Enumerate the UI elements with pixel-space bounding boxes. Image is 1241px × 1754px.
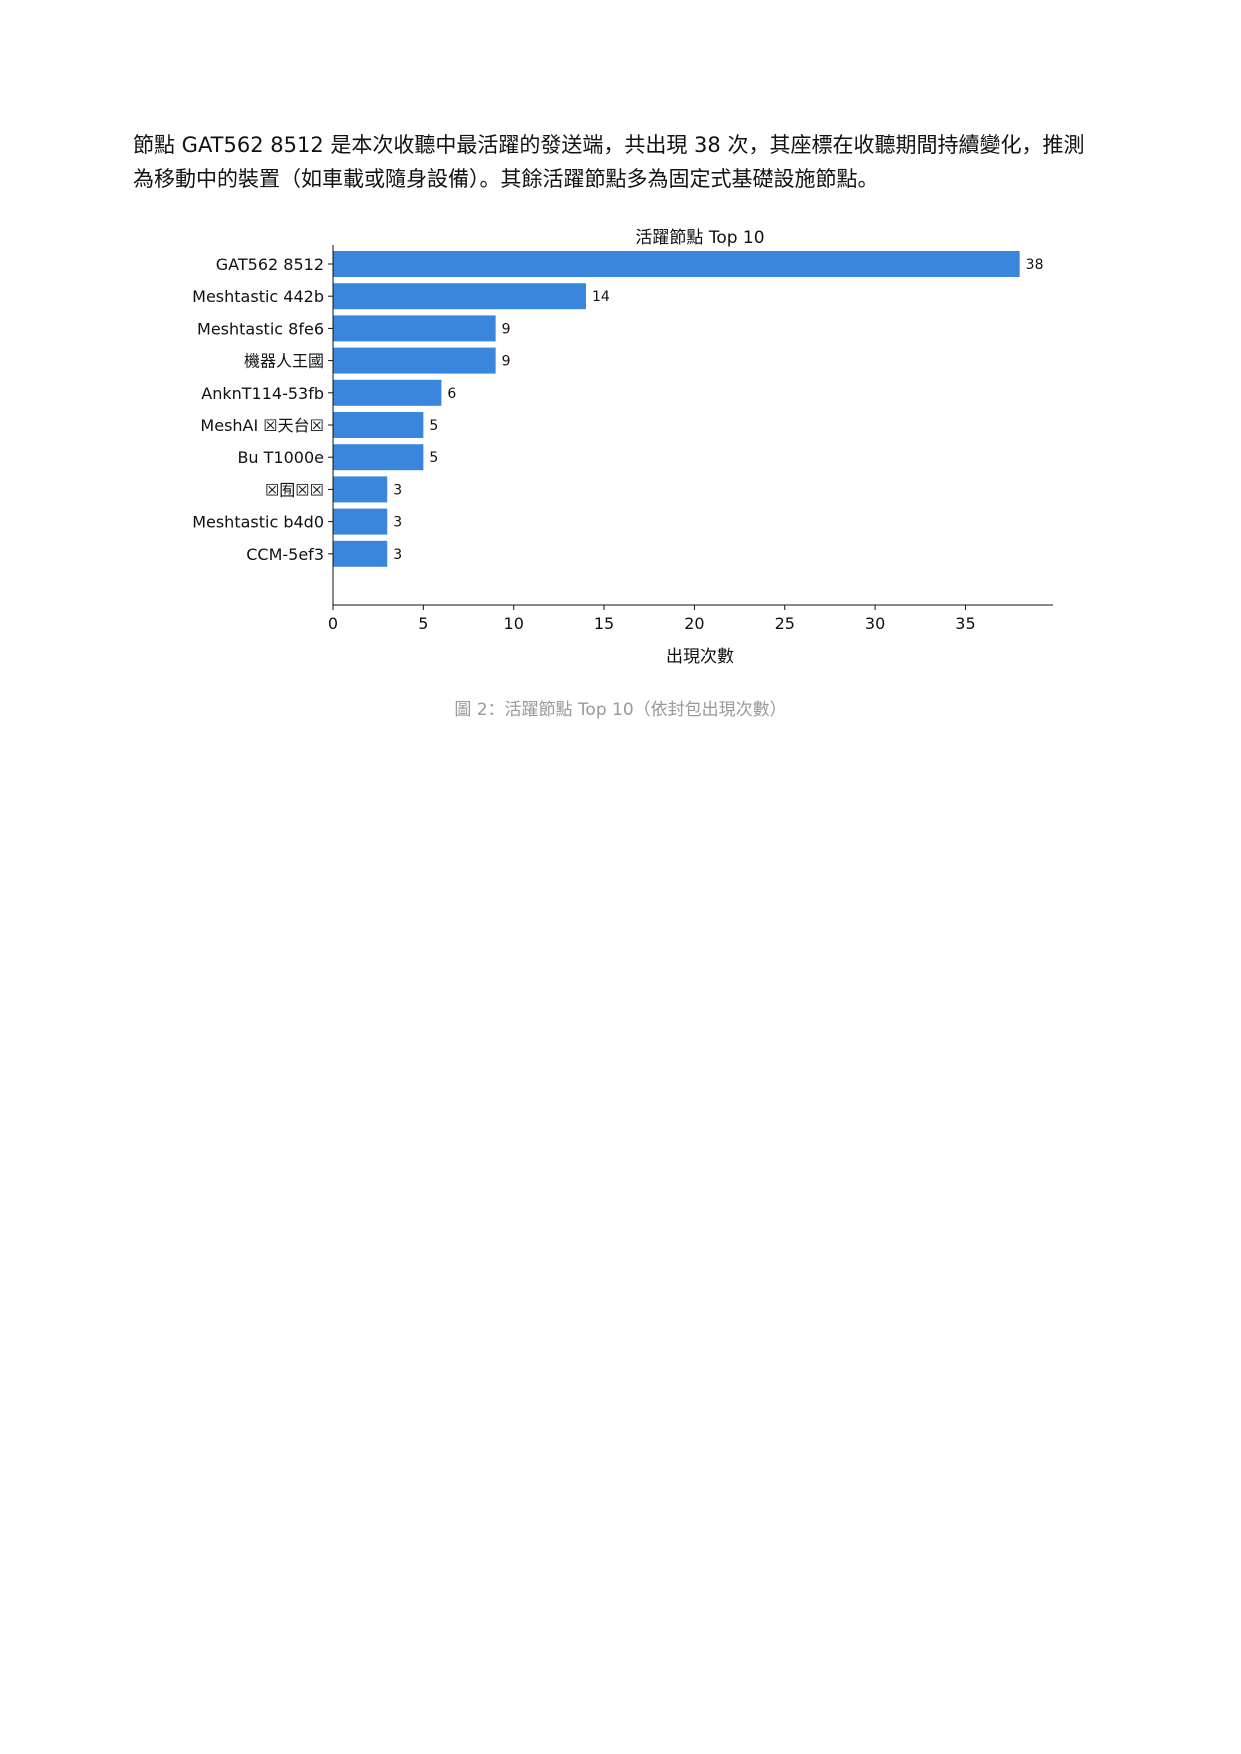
- figure-caption: 圖 2：活躍節點 Top 10（依封包出現次數）: [454, 700, 787, 720]
- x-axis-label: 出現次數: [666, 647, 734, 667]
- bar: [333, 412, 424, 438]
- bar: [333, 251, 1020, 277]
- bar-chart-figure: 活躍節點 Top 10 38 14 9 9 6 5 5 3 3 3 GAT562 8512 Mesh…: [170, 225, 1080, 685]
- bar-value-label: 3: [393, 547, 402, 563]
- bar-value-label: 3: [393, 515, 402, 531]
- bar: [333, 315, 496, 342]
- y-tick-label: CCM-5ef3: [246, 545, 324, 564]
- bar: [333, 444, 424, 471]
- x-tick-label: 25: [775, 614, 795, 633]
- bar: [333, 283, 586, 310]
- y-tick-label: 機器人王國: [244, 352, 324, 371]
- y-tick-label: ☒囿☒☒: [265, 480, 324, 499]
- x-tick-label: 0: [328, 614, 338, 633]
- x-tick-label: 15: [594, 614, 614, 633]
- x-tick-label: 20: [684, 614, 704, 633]
- chart-title: 活躍節點 Top 10: [635, 228, 764, 248]
- bar: [333, 476, 388, 503]
- axes-layer: GAT562 8512 Meshtastic 442b Meshtastic 8fe…: [192, 245, 1053, 633]
- x-tick-label: 10: [504, 614, 524, 633]
- y-tick-label: MeshAI ☒天台☒: [200, 416, 324, 435]
- y-tick-label: Bu T1000e: [237, 448, 324, 467]
- paragraph-line-2: 為移動中的裝置（如車載或隨身設備）。其餘活躍節點多為固定式基礎設施節點。: [133, 167, 879, 191]
- bar-value-label: 5: [429, 418, 438, 434]
- y-tick-label: Meshtastic b4d0: [192, 513, 324, 532]
- bar: [333, 540, 388, 567]
- bar: [333, 508, 388, 535]
- y-tick-label: GAT562 8512: [216, 255, 324, 274]
- y-tick-label: Meshtastic 8fe6: [197, 319, 324, 338]
- bar: [333, 347, 496, 374]
- x-tick-label: 30: [865, 614, 885, 633]
- bar-value-label: 5: [429, 450, 438, 466]
- bar-value-label: 6: [447, 386, 456, 402]
- y-tick-label: Meshtastic 442b: [192, 287, 324, 306]
- bar-value-label: 14: [592, 289, 610, 305]
- bar-value-label: 38: [1026, 257, 1044, 273]
- paragraph-line-1: 節點 GAT562 8512 是本次收聽中最活躍的發送端，共出現 38 次，其座…: [133, 133, 1085, 157]
- x-tick-label: 5: [418, 614, 428, 633]
- bar: [333, 379, 442, 406]
- body-paragraph: 節點 GAT562 8512 是本次收聽中最活躍的發送端，共出現 38 次，其座…: [133, 128, 1123, 196]
- bar-value-label: 9: [502, 321, 511, 337]
- bar-value-label: 3: [393, 482, 402, 498]
- bar-value-label: 9: [502, 354, 511, 370]
- y-tick-label: AnknT114-53fb: [201, 384, 324, 403]
- x-tick-label: 35: [955, 614, 975, 633]
